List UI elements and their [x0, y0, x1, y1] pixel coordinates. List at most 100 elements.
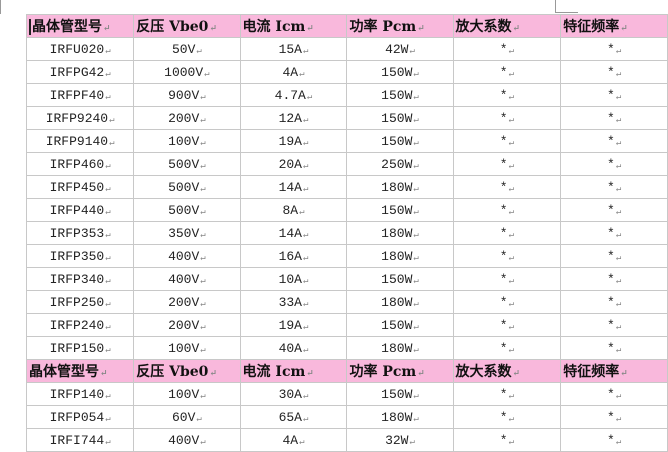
table-cell[interactable]: *↵ — [560, 244, 668, 268]
table-cell[interactable]: 180W↵ — [346, 336, 454, 360]
table-cell[interactable]: 19A↵ — [239, 313, 348, 337]
table-cell[interactable]: 12A↵ — [239, 106, 348, 130]
table-cell[interactable]: *↵ — [452, 83, 562, 107]
header-cell[interactable]: 晶体管型号↵ — [25, 14, 135, 38]
table-cell[interactable]: *↵ — [560, 405, 668, 429]
header-cell[interactable]: 晶体管型号↵ — [25, 359, 135, 383]
table-cell[interactable]: 100V↵ — [133, 382, 241, 406]
table-cell[interactable]: *↵ — [452, 221, 562, 245]
table-cell[interactable]: *↵ — [560, 221, 668, 245]
table-cell[interactable]: IRFPF40↵ — [25, 83, 135, 107]
table-cell[interactable]: 500V↵ — [133, 152, 241, 176]
table-cell[interactable]: *↵ — [560, 313, 668, 337]
table-cell[interactable]: *↵ — [560, 175, 668, 199]
table-cell[interactable]: 180W↵ — [346, 175, 454, 199]
table-cell[interactable]: IRFP250↵ — [25, 290, 135, 314]
table-cell[interactable]: *↵ — [452, 405, 562, 429]
header-cell[interactable]: 放大系数↵ — [452, 359, 562, 383]
header-cell[interactable]: 功率 Pcm↵ — [346, 14, 454, 38]
table-cell[interactable]: *↵ — [452, 106, 562, 130]
table-cell[interactable]: 100V↵ — [133, 336, 241, 360]
header-cell[interactable]: 反压 Vbe0↵ — [133, 14, 241, 38]
table-cell[interactable]: *↵ — [560, 37, 668, 61]
table-cell[interactable]: 400V↵ — [133, 244, 241, 268]
header-cell[interactable]: 放大系数↵ — [452, 14, 562, 38]
header-cell[interactable]: 电流 Icm↵ — [239, 14, 348, 38]
table-cell[interactable]: IRFP9140↵ — [25, 129, 135, 153]
table-cell[interactable]: IRFP9240↵ — [25, 106, 135, 130]
header-cell[interactable]: 功率 Pcm↵ — [346, 359, 454, 383]
table-cell[interactable]: IRFP353↵ — [25, 221, 135, 245]
table-cell[interactable]: 150W↵ — [346, 313, 454, 337]
table-cell[interactable]: 150W↵ — [346, 198, 454, 222]
table-cell[interactable]: 150W↵ — [346, 60, 454, 84]
table-cell[interactable]: 40A↵ — [239, 336, 348, 360]
table-cell[interactable]: 20A↵ — [239, 152, 348, 176]
header-cell[interactable]: 特征频率↵ — [560, 14, 668, 38]
table-cell[interactable]: IRFP150↵ — [25, 336, 135, 360]
table-cell[interactable]: 900V↵ — [133, 83, 241, 107]
table-cell[interactable]: 10A↵ — [239, 267, 348, 291]
table-cell[interactable]: IRFP350↵ — [25, 244, 135, 268]
table-cell[interactable]: *↵ — [452, 198, 562, 222]
table-cell[interactable]: *↵ — [560, 60, 668, 84]
table-cell[interactable]: 150W↵ — [346, 106, 454, 130]
table-cell[interactable]: 4A↵ — [239, 60, 348, 84]
table-cell[interactable]: *↵ — [560, 428, 668, 452]
table-cell[interactable]: 180W↵ — [346, 290, 454, 314]
table-cell[interactable]: IRFP340↵ — [25, 267, 135, 291]
table-cell[interactable]: 65A↵ — [239, 405, 348, 429]
table-cell[interactable]: 8A↵ — [239, 198, 348, 222]
table-cell[interactable]: *↵ — [560, 336, 668, 360]
table-cell[interactable]: 400V↵ — [133, 428, 241, 452]
table-cell[interactable]: *↵ — [452, 60, 562, 84]
table-cell[interactable]: *↵ — [560, 267, 668, 291]
header-cell[interactable]: 特征频率↵ — [560, 359, 668, 383]
table-cell[interactable]: 33A↵ — [239, 290, 348, 314]
table-cell[interactable]: 60V↵ — [133, 405, 241, 429]
table-cell[interactable]: *↵ — [560, 83, 668, 107]
table-cell[interactable]: 30A↵ — [239, 382, 348, 406]
table-cell[interactable]: 50V↵ — [133, 37, 241, 61]
table-cell[interactable]: *↵ — [452, 290, 562, 314]
table-cell[interactable]: IRFP240↵ — [25, 313, 135, 337]
table-cell[interactable]: 200V↵ — [133, 313, 241, 337]
table-cell[interactable]: 4.7A↵ — [239, 83, 348, 107]
table-cell[interactable]: *↵ — [452, 428, 562, 452]
table-cell[interactable]: *↵ — [452, 37, 562, 61]
table-cell[interactable]: 14A↵ — [239, 221, 348, 245]
table-cell[interactable]: 4A↵ — [239, 428, 348, 452]
table-cell[interactable]: 42W↵ — [346, 37, 454, 61]
table-cell[interactable]: *↵ — [452, 129, 562, 153]
table-cell[interactable]: IRFU020↵ — [25, 37, 135, 61]
table-cell[interactable]: *↵ — [560, 152, 668, 176]
table-cell[interactable]: 500V↵ — [133, 198, 241, 222]
table-cell[interactable]: 180W↵ — [346, 405, 454, 429]
table-cell[interactable]: 32W↵ — [346, 428, 454, 452]
table-cell[interactable]: 150W↵ — [346, 382, 454, 406]
table-cell[interactable]: 500V↵ — [133, 175, 241, 199]
header-cell[interactable]: 电流 Icm↵ — [239, 359, 348, 383]
table-cell[interactable]: 15A↵ — [239, 37, 348, 61]
table-cell[interactable]: 150W↵ — [346, 267, 454, 291]
table-cell[interactable]: 200V↵ — [133, 290, 241, 314]
table-cell[interactable]: IRFPG42↵ — [25, 60, 135, 84]
table-cell[interactable]: *↵ — [452, 313, 562, 337]
table-cell[interactable]: *↵ — [452, 382, 562, 406]
table-cell[interactable]: 200V↵ — [133, 106, 241, 130]
table-cell[interactable]: 100V↵ — [133, 129, 241, 153]
table-cell[interactable]: IRFP140↵ — [25, 382, 135, 406]
table-cell[interactable]: *↵ — [560, 382, 668, 406]
table-cell[interactable]: 19A↵ — [239, 129, 348, 153]
table-cell[interactable]: *↵ — [560, 106, 668, 130]
table-cell[interactable]: *↵ — [452, 336, 562, 360]
table-cell[interactable]: IRFP450↵ — [25, 175, 135, 199]
table-cell[interactable]: *↵ — [560, 129, 668, 153]
table-cell[interactable]: 400V↵ — [133, 267, 241, 291]
table-cell[interactable]: 180W↵ — [346, 221, 454, 245]
table-cell[interactable]: IRFP440↵ — [25, 198, 135, 222]
table-cell[interactable]: IRFP460↵ — [25, 152, 135, 176]
table-cell[interactable]: 150W↵ — [346, 129, 454, 153]
table-cell[interactable]: *↵ — [452, 244, 562, 268]
table-cell[interactable]: 180W↵ — [346, 244, 454, 268]
